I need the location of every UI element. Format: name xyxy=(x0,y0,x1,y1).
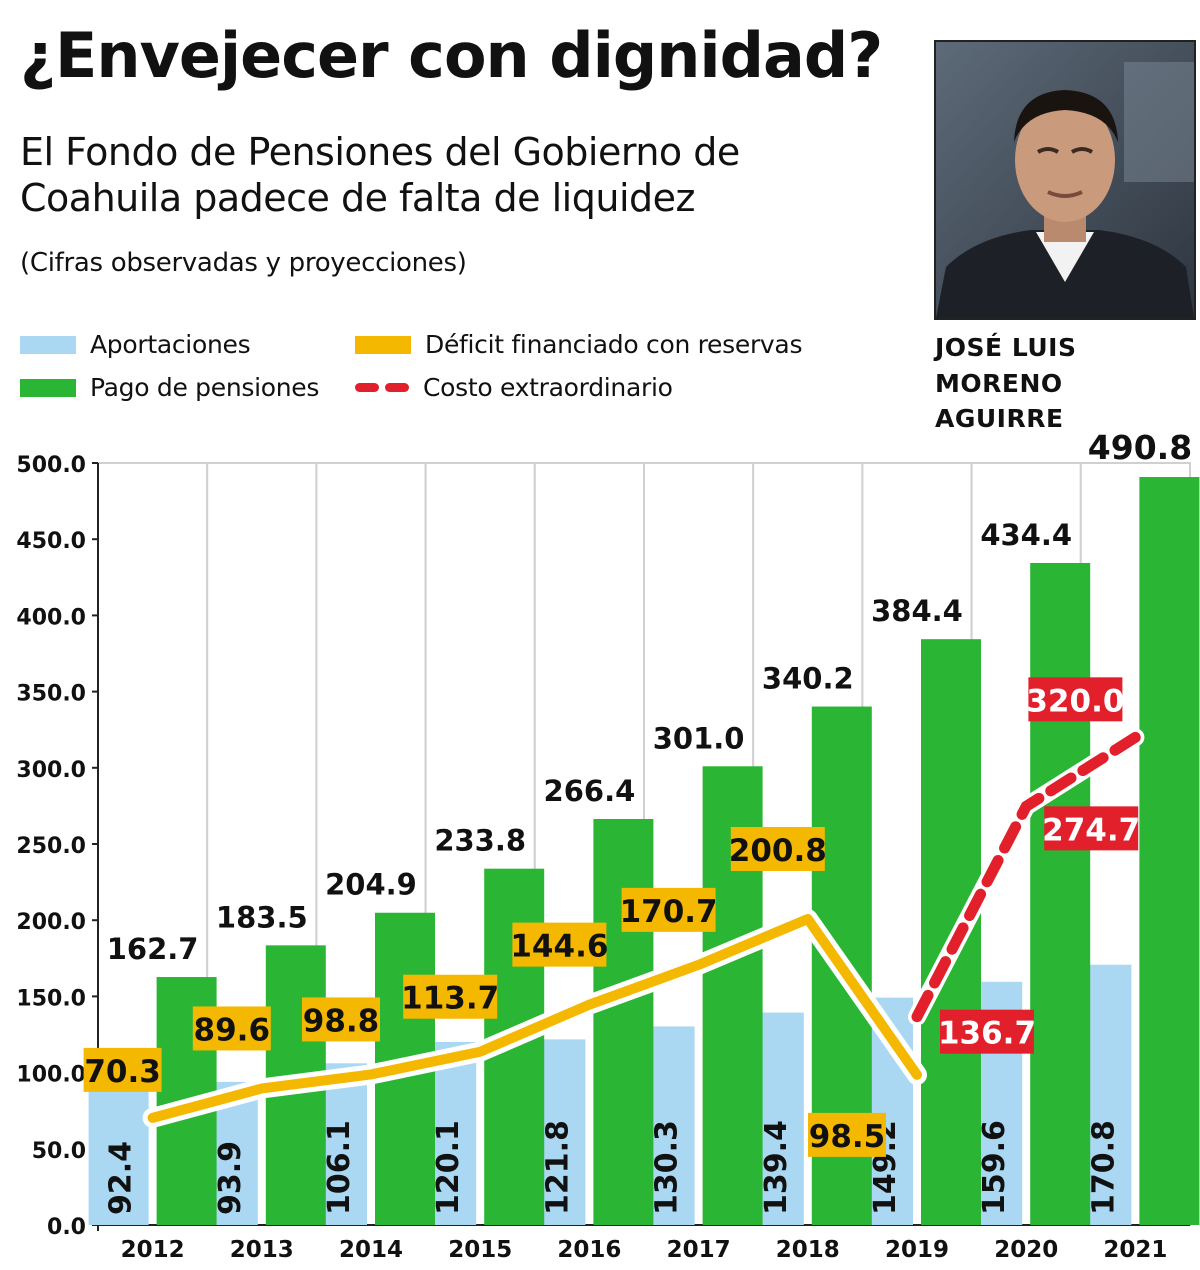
chart-note: (Cifras observadas y proyecciones) xyxy=(20,248,467,278)
deficit-label: 98.8 xyxy=(303,1003,380,1039)
costo-label: 136.7 xyxy=(938,1016,1036,1052)
y-tick-label: 300.0 xyxy=(16,758,86,783)
costo-label-box xyxy=(1044,806,1139,851)
bar-aportaciones-label: 121.8 xyxy=(540,1120,575,1215)
bar-pago-label: 266.4 xyxy=(544,774,636,808)
legend-item-aportaciones: Aportaciones xyxy=(20,330,251,359)
deficit-line xyxy=(147,913,922,1123)
deficit-label: 144.6 xyxy=(510,929,608,965)
deficit-label-box xyxy=(192,1006,271,1051)
deficit-label: 200.8 xyxy=(729,833,827,869)
chart-subtitle: El Fondo de Pensiones del Gobierno de Co… xyxy=(20,130,740,220)
bar-aportaciones-label: 139.4 xyxy=(759,1120,794,1215)
bar-pago xyxy=(1139,477,1200,1225)
y-tick-label: 450.0 xyxy=(16,529,86,554)
legend-item-pago: Pago de pensiones xyxy=(20,373,319,402)
deficit-label-box xyxy=(808,1112,886,1157)
legend-item-costo: Costo extraordinario xyxy=(355,373,673,402)
legend-item-deficit: Déficit financiado con reservas xyxy=(355,330,802,359)
x-tick-label: 2020 xyxy=(994,1237,1058,1263)
costo-line xyxy=(911,731,1141,1023)
y-tick-label: 0.0 xyxy=(47,1215,86,1240)
deficit-label-box xyxy=(621,887,716,932)
person-name-line1: JOSÉ LUIS xyxy=(935,333,1077,362)
bar-aportaciones-label: 92.4 xyxy=(104,1141,139,1215)
deficit-label: 98.5 xyxy=(809,1119,886,1155)
person-name-line2: MORENO AGUIRRE xyxy=(935,368,1064,434)
deficit-label-box xyxy=(302,997,380,1042)
deficit-label-box xyxy=(83,1047,162,1092)
x-tick-label: 2015 xyxy=(448,1237,512,1263)
x-tick-label: 2021 xyxy=(1103,1237,1167,1263)
legend-label-deficit: Déficit financiado con reservas xyxy=(425,330,803,359)
legend-label-costo: Costo extraordinario xyxy=(423,373,673,402)
bar-pago-label: 490.8 xyxy=(1088,430,1192,467)
x-tick-label: 2016 xyxy=(557,1237,621,1263)
costo-label-box xyxy=(1028,677,1123,722)
portrait-photo xyxy=(934,40,1196,320)
bar-pago-label: 434.4 xyxy=(980,518,1072,552)
bar-pago-label: 204.9 xyxy=(325,868,417,902)
bar-pago-label: 384.4 xyxy=(871,594,963,628)
bar-pago xyxy=(593,819,654,1225)
deficit-label: 170.7 xyxy=(620,894,718,930)
pension-fund-chart: 0.0 50.0 100.0 150.0 200.0 250.0 300.0 350.0 400… xyxy=(16,430,1200,1263)
bar-aportaciones-label: 170.8 xyxy=(1086,1120,1121,1215)
legend-swatch-deficit xyxy=(355,335,411,354)
bar-aportaciones-label: 93.9 xyxy=(213,1141,248,1215)
x-tick-label: 2019 xyxy=(885,1237,949,1263)
bar-aportaciones-label: 130.3 xyxy=(650,1120,685,1215)
bar-aportaciones-label: 159.6 xyxy=(977,1120,1012,1215)
bar-pago-label: 233.8 xyxy=(434,824,526,858)
y-tick-label: 500.0 xyxy=(16,453,86,478)
bar-pago-label: 340.2 xyxy=(762,662,854,696)
deficit-label-box xyxy=(730,826,825,871)
y-tick-label: 350.0 xyxy=(16,682,86,707)
bar-aportaciones xyxy=(88,1084,149,1225)
bar-pago-label: 183.5 xyxy=(216,900,308,934)
bar-pago-label: 301.0 xyxy=(653,721,745,755)
legend-label-pago: Pago de pensiones xyxy=(90,373,320,402)
bar-aportaciones-label: 106.1 xyxy=(322,1120,357,1215)
y-tick-label: 100.0 xyxy=(16,1063,86,1088)
y-tick-label: 50.0 xyxy=(32,1139,86,1164)
bar-pago xyxy=(1030,562,1091,1225)
y-tick-label: 150.0 xyxy=(16,986,86,1011)
x-tick-label: 2013 xyxy=(230,1237,294,1263)
x-tick-label: 2014 xyxy=(339,1237,403,1263)
legend-swatch-pago xyxy=(20,378,76,397)
x-tick-label: 2017 xyxy=(667,1237,731,1263)
deficit-label-box xyxy=(403,974,498,1019)
chart-title: ¿Envejecer con dignidad? xyxy=(20,19,883,92)
costo-label: 320.0 xyxy=(1026,683,1124,719)
deficit-label: 89.6 xyxy=(194,1012,271,1048)
portrait-illustration xyxy=(936,42,1194,318)
bar-pago-label: 162.7 xyxy=(107,932,199,966)
y-tick-label: 200.0 xyxy=(16,910,86,935)
legend-label-aportaciones: Aportaciones xyxy=(90,330,251,359)
y-tick-label: 400.0 xyxy=(16,605,86,630)
deficit-label: 113.7 xyxy=(401,981,499,1017)
x-tick-label: 2012 xyxy=(121,1237,185,1263)
person-name: JOSÉ LUIS MORENO AGUIRRE xyxy=(935,330,1200,437)
legend-swatch-costo xyxy=(355,382,409,394)
deficit-label: 70.3 xyxy=(84,1054,161,1090)
y-tick-label: 250.0 xyxy=(16,834,86,859)
x-tick-label: 2018 xyxy=(776,1237,840,1263)
costo-label-box xyxy=(940,1009,1034,1054)
bar-aportaciones-label: 120.1 xyxy=(431,1120,466,1215)
deficit-label-box xyxy=(512,922,607,967)
legend-swatch-aportaciones xyxy=(20,335,76,354)
costo-label: 274.7 xyxy=(1042,812,1140,848)
